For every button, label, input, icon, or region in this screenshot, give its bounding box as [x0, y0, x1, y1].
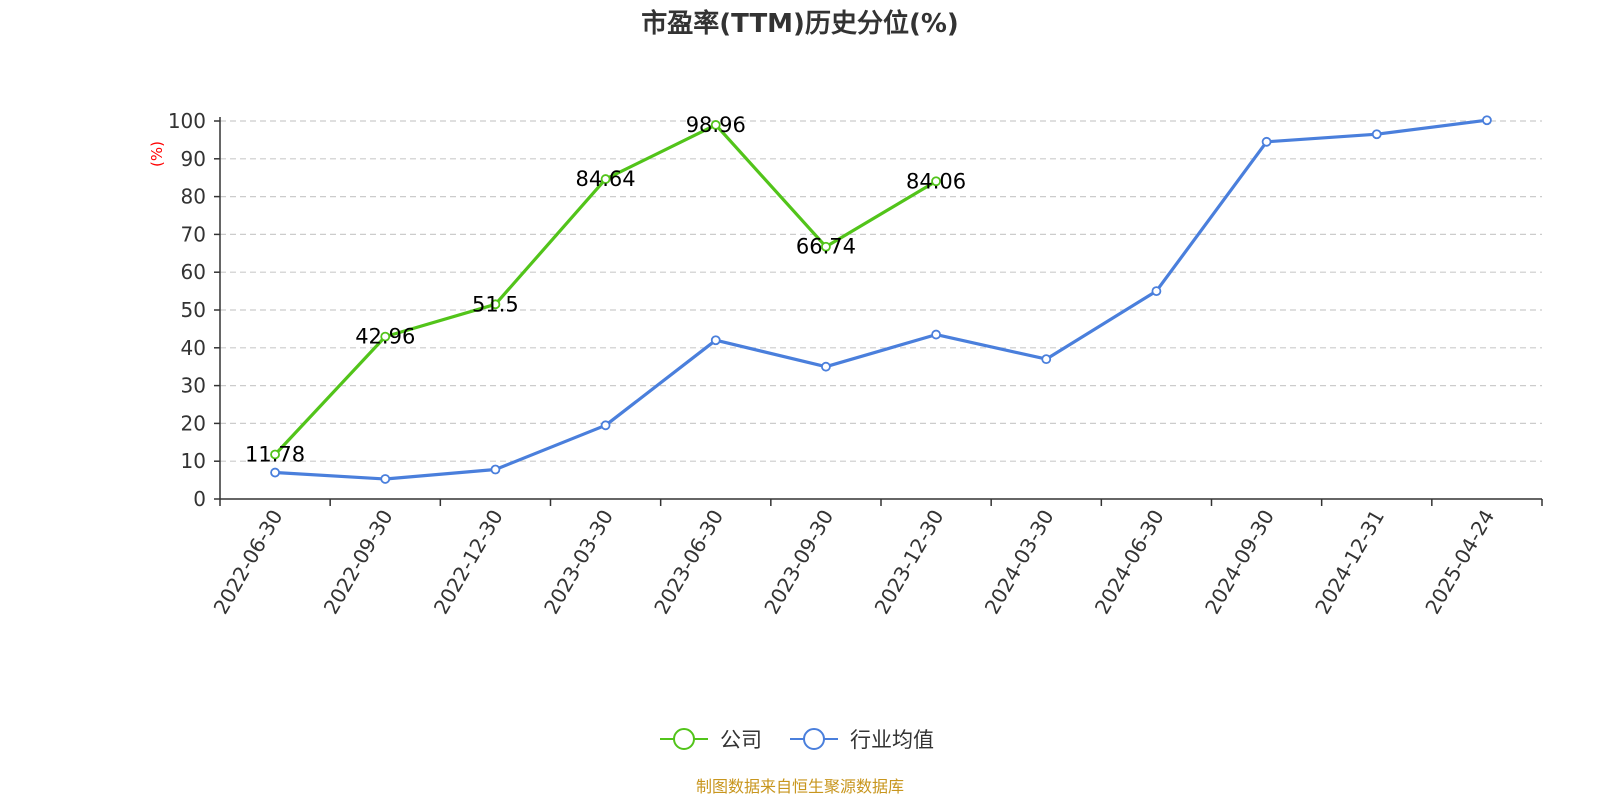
- x-tick-label: 2022-12-30: [429, 505, 508, 618]
- x-tick-label: 2023-06-30: [649, 506, 728, 619]
- data-point: [710, 120, 721, 130]
- data-point: [710, 335, 721, 346]
- data-point: [931, 176, 941, 187]
- series-line-1: [275, 118, 1488, 481]
- x-tick-label: 2024-06-30: [1090, 506, 1169, 619]
- legend-marker-0: [673, 728, 695, 750]
- data-point: [1261, 136, 1272, 147]
- data-point: [1482, 115, 1492, 126]
- y-axis-label: (%): [148, 141, 166, 167]
- data-label: 51.5: [472, 292, 519, 316]
- grid-lines: [220, 120, 1542, 462]
- chart-title: 市盈率(TTM)历史分位(%): [641, 8, 959, 39]
- data-point: [490, 464, 501, 475]
- y-tick-label: 90: [181, 147, 206, 171]
- x-tick-label: 2025-04-24: [1420, 506, 1499, 619]
- data-label: 11.78: [245, 442, 305, 466]
- data-point: [931, 329, 941, 340]
- y-tick-label: 20: [181, 411, 206, 435]
- y-tick-label: 10: [181, 449, 206, 473]
- data-label: 42.96: [355, 325, 415, 349]
- data-point: [821, 241, 831, 252]
- data-point: [270, 449, 280, 460]
- data-label: 98.96: [686, 113, 746, 137]
- data-point: [1151, 286, 1162, 297]
- x-tick-label: 2023-09-30: [759, 506, 838, 619]
- y-tick-label: 50: [181, 298, 206, 322]
- data-point: [1371, 129, 1382, 140]
- data-label: 84.06: [906, 169, 966, 193]
- y-tick-label: 100: [168, 109, 206, 133]
- legend-label-0: 公司: [720, 728, 762, 752]
- data-point: [1041, 354, 1052, 365]
- data-label: 84.64: [576, 167, 636, 191]
- data-point: [490, 299, 501, 310]
- data-point: [821, 361, 831, 372]
- source-note: 制图数据来自恒生聚源数据库: [696, 777, 904, 796]
- data-point: [600, 420, 611, 431]
- data-label: 66.74: [796, 235, 856, 259]
- data-labels: 11.78 42.96 51.5 84.64 98.96 66.74 84.06: [245, 113, 966, 467]
- data-point: [600, 174, 611, 184]
- y-tick-label: 60: [181, 260, 206, 284]
- data-point: [380, 331, 391, 342]
- x-tick-label: 2024-03-30: [980, 506, 1059, 619]
- x-tick-label: 2023-03-30: [539, 506, 618, 619]
- x-tick-label: 2022-09-30: [319, 506, 398, 619]
- data-point: [270, 467, 280, 478]
- x-tick-label: 2022-06-30: [209, 506, 288, 619]
- axes: 0 10 20 30 40 50 60 70 80 90 100 2022-06-30 2022-09-…: [168, 109, 1543, 619]
- legend-marker-1: [803, 728, 825, 750]
- y-tick-label: 0: [193, 487, 206, 511]
- x-tick-label: 2024-12-31: [1310, 506, 1389, 619]
- data-point: [380, 474, 391, 484]
- y-tick-label: 40: [181, 336, 206, 360]
- y-tick-label: 70: [181, 222, 206, 246]
- x-tick-label: 2024-09-30: [1200, 506, 1279, 619]
- y-tick-label: 30: [181, 374, 206, 398]
- legend-label-1: 行业均值: [850, 728, 934, 752]
- legend[interactable]: 公司 行业均值: [660, 728, 934, 752]
- series-lines: [270, 115, 1492, 484]
- y-tick-label: 80: [181, 185, 206, 209]
- x-tick-label: 2023-12-30: [870, 505, 949, 618]
